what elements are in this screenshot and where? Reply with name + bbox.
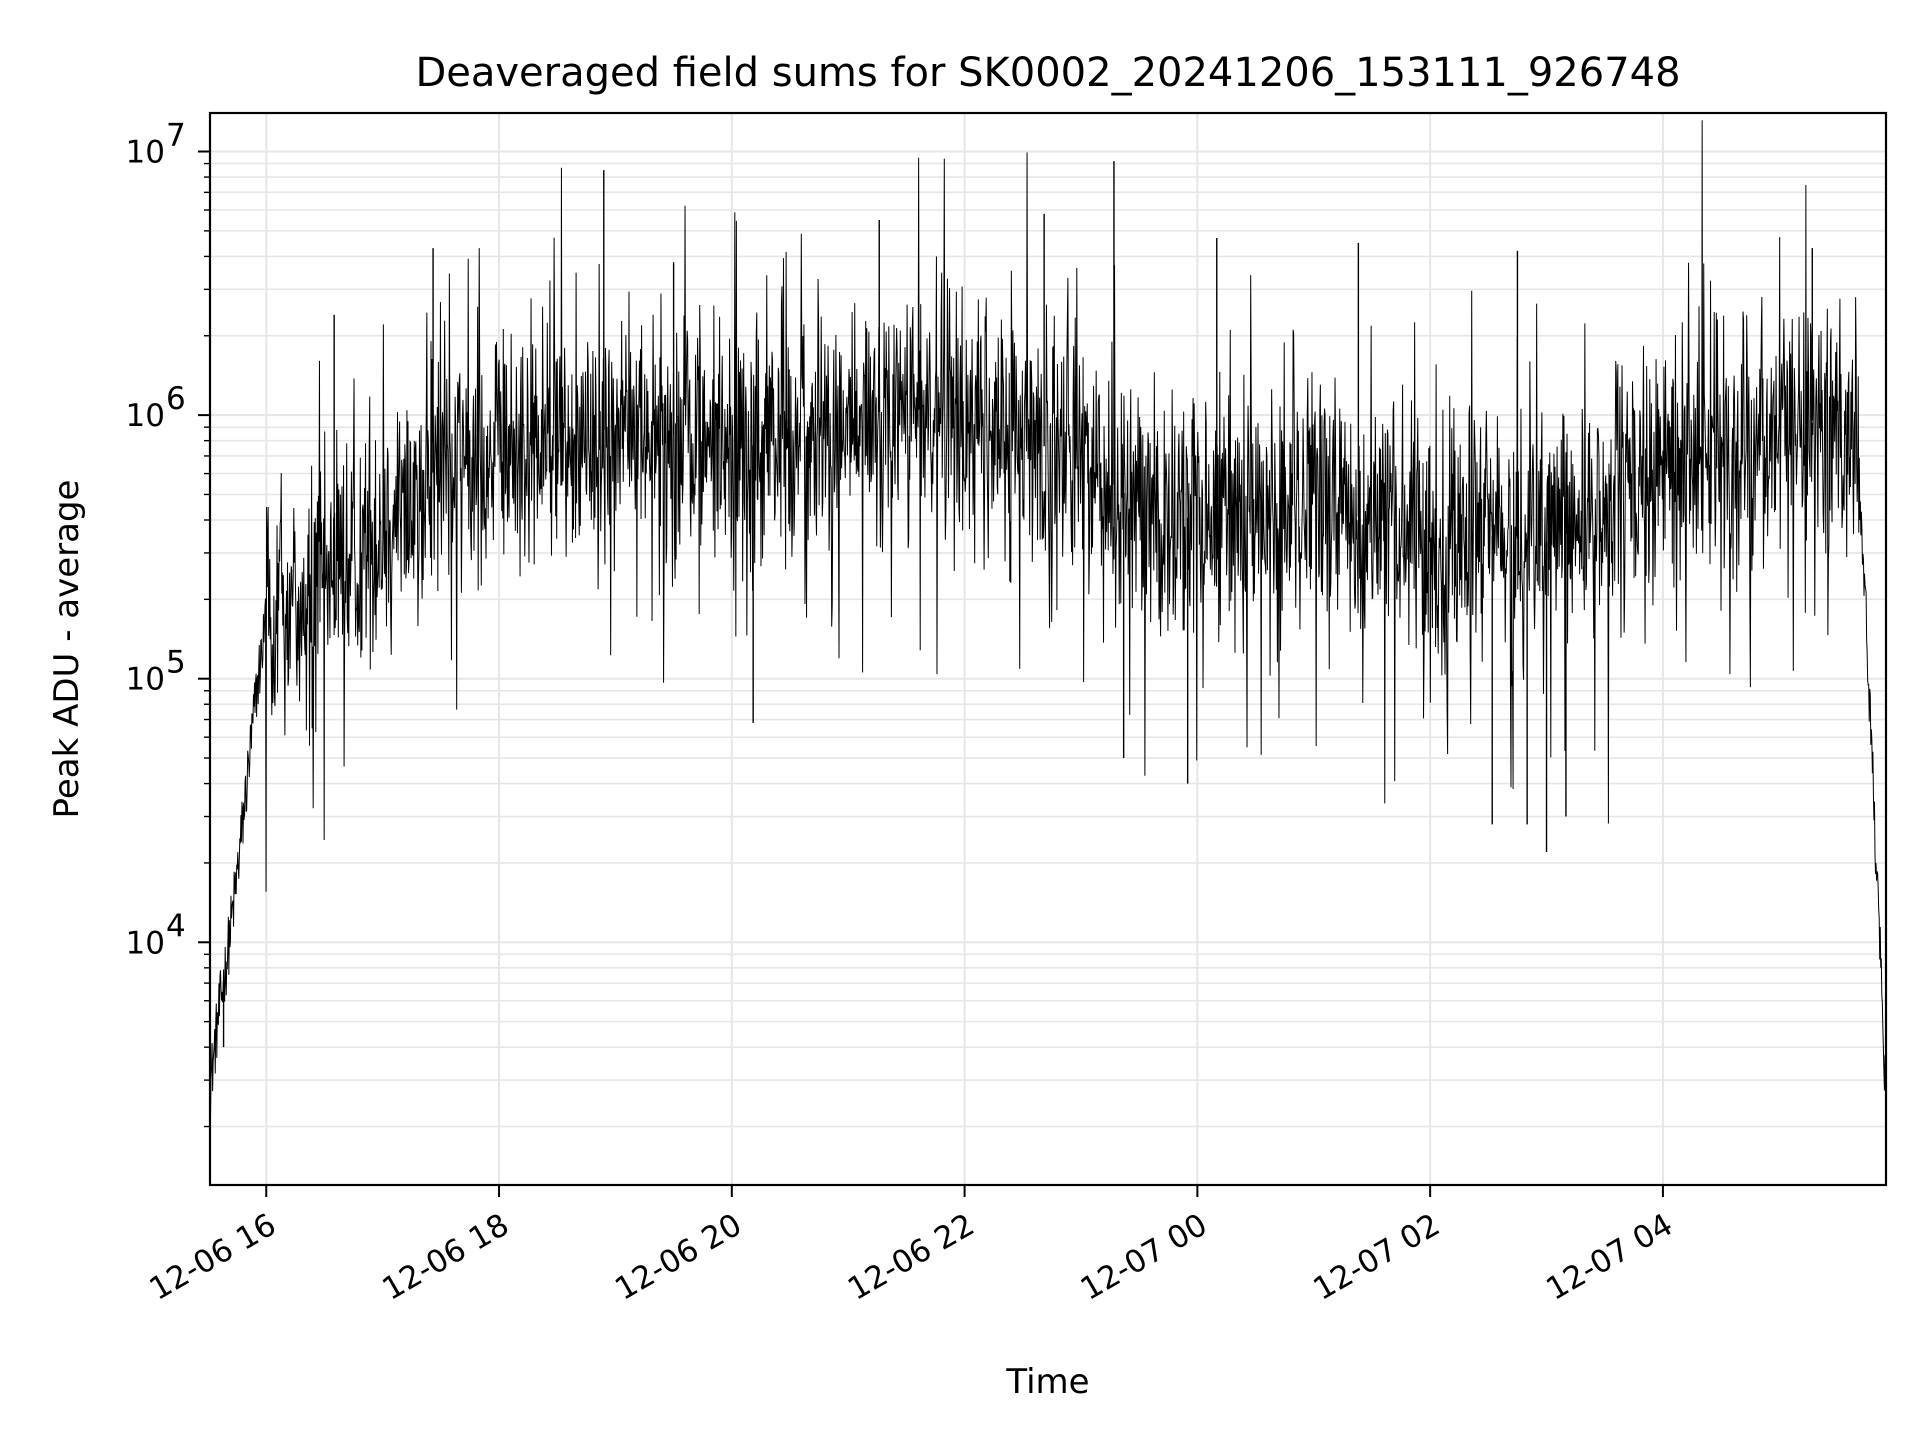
y-tick-exponent: 4 [166, 908, 186, 944]
y-tick-label: 10 7 [126, 118, 186, 171]
y-tick-label: 10 6 [126, 381, 186, 434]
y-tick-base: 10 [126, 925, 165, 961]
y-tick-exponent: 5 [166, 645, 186, 681]
series-line [209, 120, 1887, 1120]
y-tick-label: 10 5 [126, 645, 186, 698]
y-tick-base: 10 [126, 398, 165, 434]
series-layer [209, 120, 1887, 1120]
y-tick-exponent: 7 [166, 118, 186, 154]
plot-frame [208, 111, 1888, 1187]
y-tick-exponent: 6 [166, 381, 186, 417]
x-axis-label: Time [1005, 1362, 1089, 1402]
y-tick-label: 10 4 [126, 908, 186, 961]
y-axis-label: Peak ADU - average [47, 480, 87, 819]
y-tick-base: 10 [126, 135, 165, 171]
y-tick-base: 10 [126, 662, 165, 698]
chart-title: Deaveraged field sums for SK0002_2024120… [415, 50, 1680, 96]
